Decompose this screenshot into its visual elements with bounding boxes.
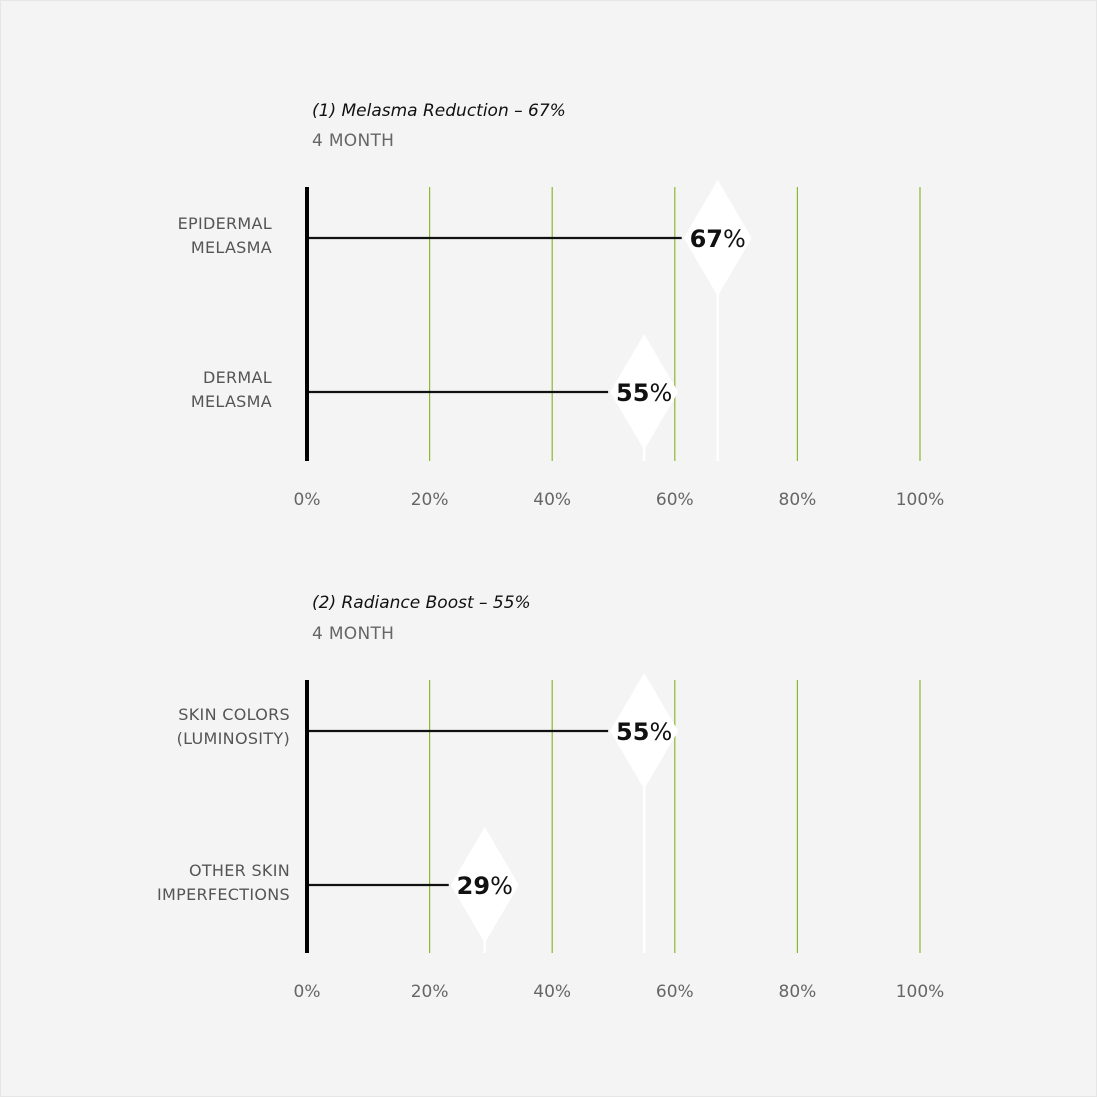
tick-label: 100%: [896, 982, 945, 1002]
tick-label: 80%: [779, 490, 817, 510]
data-label: 55%: [616, 379, 672, 407]
chart-subtitle: 4 MONTH: [312, 131, 395, 151]
chart-title: (2) Radiance Boost – 55%: [312, 593, 531, 613]
chart-subtitle: 4 MONTH: [312, 624, 395, 644]
tick-label: 0%: [294, 982, 321, 1002]
tick-label: 20%: [411, 490, 449, 510]
category-label: EPIDERMAL MELASMA: [177, 214, 272, 257]
data-label: 67%: [690, 225, 746, 253]
tick-label: 40%: [533, 982, 571, 1002]
category-label: OTHER SKIN IMPERFECTIONS: [157, 861, 290, 904]
plot-area: 0% 20% 40% 60% 80% 100% 55% 29%: [294, 673, 945, 1002]
chart-title: (1) Melasma Reduction – 67%: [312, 101, 566, 121]
tick-label: 60%: [656, 490, 694, 510]
value-marker: [683, 180, 752, 296]
value-marker: [610, 673, 679, 789]
category-label: SKIN COLORS (LUMINOSITY): [176, 705, 290, 748]
data-label: 29%: [457, 872, 513, 900]
tick-label: 60%: [656, 982, 694, 1002]
data-label: 55%: [616, 718, 672, 746]
tick-label: 20%: [411, 982, 449, 1002]
value-marker: [450, 827, 519, 943]
tick-label: 0%: [294, 490, 321, 510]
value-marker: [610, 334, 679, 450]
tick-label: 100%: [896, 490, 945, 510]
plot-area: 0% 20% 40% 60% 80% 100% 67% 55%: [294, 180, 945, 510]
tick-label: 40%: [533, 490, 571, 510]
category-label: DERMAL MELASMA: [190, 368, 272, 411]
tick-label: 80%: [779, 982, 817, 1002]
